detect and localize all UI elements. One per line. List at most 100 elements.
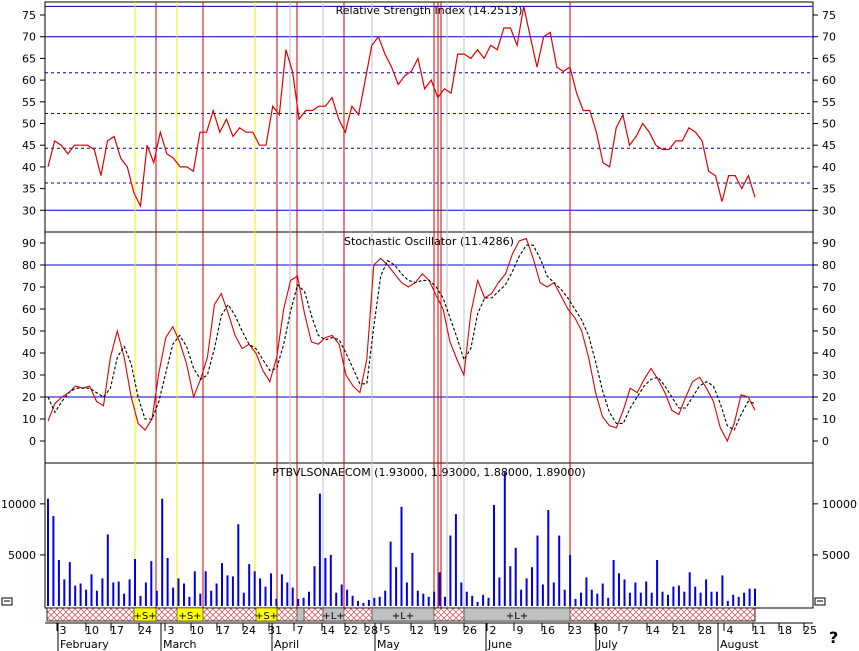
y-tick-label-left: 60 <box>22 74 36 87</box>
y-tick-label-left: 20 <box>22 391 36 404</box>
x-tick-label: 16 <box>541 624 555 637</box>
y-tick-label-right: 45 <box>822 139 836 152</box>
x-tick-label: 10 <box>190 624 204 637</box>
y-tick-label-right: 30 <box>822 204 836 217</box>
y-tick-label-left: 65 <box>22 52 36 65</box>
short-signal-label: +S+ <box>178 611 201 622</box>
left-scroll-box[interactable] <box>1 597 13 606</box>
y-tick-label-left: 90 <box>22 237 36 250</box>
y-tick-label-left: 30 <box>22 369 36 382</box>
y-tick-label-left: 0 <box>29 435 36 448</box>
x-tick-label: 7 <box>297 624 304 637</box>
y-tick-label-right: 10 <box>822 413 836 426</box>
month-label: April <box>274 638 299 651</box>
x-tick-label: 21 <box>672 624 686 637</box>
x-tick-label: 4 <box>727 624 734 637</box>
x-tick-label: 24 <box>242 624 256 637</box>
x-tick-label: 3 <box>60 624 67 637</box>
y-tick-label-right: 30 <box>822 369 836 382</box>
x-tick-label: 26 <box>463 624 477 637</box>
y-tick-label-left: 70 <box>22 31 36 44</box>
y-tick-label-right: 40 <box>822 347 836 360</box>
y-tick-label-right: 10000 <box>822 498 857 511</box>
x-tick-label: 3 <box>168 624 175 637</box>
y-tick-label-right: 90 <box>822 237 836 250</box>
y-tick-label-right: 50 <box>822 325 836 338</box>
y-tick-label-left: 80 <box>22 259 36 272</box>
x-tick-label: 25 <box>803 624 817 637</box>
x-tick-label: 28 <box>364 624 378 637</box>
y-tick-label-left: 40 <box>22 161 36 174</box>
x-tick-label: 24 <box>138 624 152 637</box>
x-tick-label: 5 <box>384 624 391 637</box>
y-tick-label-right: 40 <box>822 161 836 174</box>
x-tick-label: 14 <box>646 624 660 637</box>
y-tick-label-right: 65 <box>822 52 836 65</box>
y-tick-label-right: 70 <box>822 281 836 294</box>
y-tick-label-left: 55 <box>22 96 36 109</box>
x-tick-label: 7 <box>622 624 629 637</box>
y-tick-label-left: 10000 <box>1 498 36 511</box>
stochastic-panel <box>44 231 814 464</box>
x-tick-label: 23 <box>568 624 582 637</box>
short-signal-segment <box>255 607 278 622</box>
y-tick-label-left: 35 <box>22 183 36 196</box>
x-tick-label: 9 <box>517 624 524 637</box>
long-signal-segment <box>322 607 345 622</box>
x-tick-label: 11 <box>752 624 766 637</box>
month-label: July <box>597 638 618 651</box>
y-tick-label-right: 5000 <box>822 549 850 562</box>
short-signal-segment <box>133 607 157 622</box>
x-tick-label: 17 <box>216 624 230 637</box>
x-tick-label: 2 <box>490 624 497 637</box>
y-tick-label-right: 0 <box>822 435 829 448</box>
month-label: March <box>163 638 197 651</box>
y-tick-label-left: 50 <box>22 325 36 338</box>
rsi-title: Relative Strength Index (14.2513) <box>336 4 523 17</box>
short-signal-label: +S+ <box>133 611 156 622</box>
x-tick-label: 22 <box>344 624 358 637</box>
y-tick-label-right: 60 <box>822 74 836 87</box>
y-tick-label-left: 10 <box>22 413 36 426</box>
y-tick-label-left: 70 <box>22 281 36 294</box>
y-tick-label-left: 50 <box>22 118 36 131</box>
x-tick-label: 28 <box>698 624 712 637</box>
x-tick-label: 30 <box>594 624 608 637</box>
y-tick-label-right: 70 <box>822 31 836 44</box>
y-tick-label-right: 55 <box>822 96 836 109</box>
volume-panel <box>44 462 814 609</box>
stochastic-k-line <box>47 237 756 443</box>
short-signal-segment <box>176 607 204 622</box>
month-label: May <box>377 638 400 651</box>
short-signal-label: +S+ <box>255 611 278 622</box>
long-signal-label: +L+ <box>322 611 344 622</box>
y-tick-label-right: 80 <box>822 259 836 272</box>
long-signal-label: +L+ <box>506 611 528 622</box>
x-tick-label: 18 <box>778 624 792 637</box>
y-tick-label-right: 35 <box>822 183 836 196</box>
x-tick-label: 31 <box>268 624 282 637</box>
rsi-line <box>47 6 756 209</box>
x-tick-label: 17 <box>110 624 124 637</box>
month-label: February <box>60 638 109 651</box>
volume-title: PTBVLSONAECOM (1.93000, 1.93000, 1.88000… <box>272 466 585 479</box>
y-tick-label-left: 40 <box>22 347 36 360</box>
y-tick-label-left: 75 <box>22 9 36 22</box>
month-label: June <box>487 638 512 651</box>
x-tick-label: 10 <box>85 624 99 637</box>
x-tick-label: 14 <box>321 624 335 637</box>
y-tick-label-right: 20 <box>822 391 836 404</box>
right-scroll-box[interactable] <box>814 597 826 606</box>
help-mark[interactable]: ? <box>829 628 838 647</box>
long-signal-label: +L+ <box>392 611 414 622</box>
y-tick-label-left: 30 <box>22 204 36 217</box>
stochastic-d-line <box>47 244 756 431</box>
y-tick-label-left: 5000 <box>8 549 36 562</box>
long-signal-segment <box>463 607 571 622</box>
y-tick-label-left: 45 <box>22 139 36 152</box>
y-tick-label-right: 75 <box>822 9 836 22</box>
month-label: August <box>720 638 759 651</box>
long-signal-segment <box>296 607 305 622</box>
y-tick-label-right: 60 <box>822 303 836 316</box>
